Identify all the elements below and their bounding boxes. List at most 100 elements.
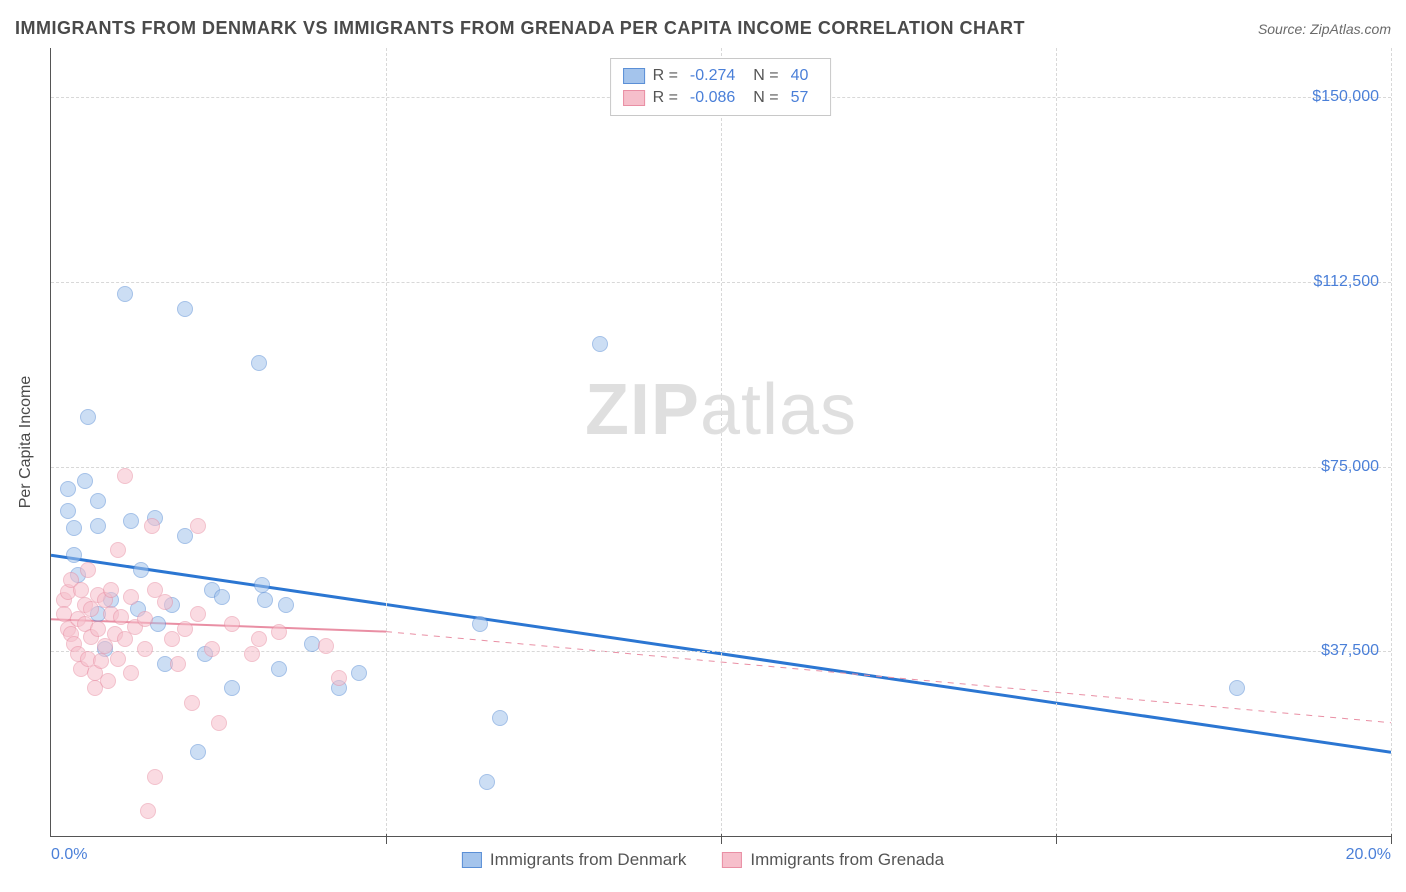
data-point bbox=[351, 665, 367, 681]
legend-swatch bbox=[462, 852, 482, 868]
data-point bbox=[90, 518, 106, 534]
data-point bbox=[177, 301, 193, 317]
data-point bbox=[90, 587, 106, 603]
data-point bbox=[103, 606, 119, 622]
data-point bbox=[100, 673, 116, 689]
data-point bbox=[60, 621, 76, 637]
data-point bbox=[80, 651, 96, 667]
data-point bbox=[56, 592, 72, 608]
legend-n-label: N = bbox=[753, 89, 778, 107]
plot-region: Per Capita Income ZIPatlas 0.0% 20.0% $3… bbox=[50, 48, 1391, 837]
data-point bbox=[73, 582, 89, 598]
data-point bbox=[184, 695, 200, 711]
data-point bbox=[190, 518, 206, 534]
data-point bbox=[592, 336, 608, 352]
data-point bbox=[130, 601, 146, 617]
data-point bbox=[1229, 680, 1245, 696]
correlation-legend: R =-0.274N =40R =-0.086N =57 bbox=[610, 58, 832, 116]
data-point bbox=[127, 619, 143, 635]
data-point bbox=[157, 594, 173, 610]
source-label: Source: ZipAtlas.com bbox=[1258, 21, 1391, 37]
data-point bbox=[66, 520, 82, 536]
data-point bbox=[177, 621, 193, 637]
data-point bbox=[204, 582, 220, 598]
data-point bbox=[331, 680, 347, 696]
data-point bbox=[137, 611, 153, 627]
data-point bbox=[113, 609, 129, 625]
data-point bbox=[271, 661, 287, 677]
data-point bbox=[80, 562, 96, 578]
data-point bbox=[147, 769, 163, 785]
data-point bbox=[97, 641, 113, 657]
x-tick-mark bbox=[1391, 834, 1392, 844]
data-point bbox=[214, 589, 230, 605]
legend-n-value: 57 bbox=[791, 89, 809, 107]
data-point bbox=[204, 641, 220, 657]
data-point bbox=[103, 592, 119, 608]
data-point bbox=[157, 656, 173, 672]
data-point bbox=[251, 631, 267, 647]
legend-r-value: -0.274 bbox=[690, 67, 735, 85]
data-point bbox=[144, 518, 160, 534]
data-point bbox=[278, 597, 294, 613]
grid-line-v bbox=[1056, 48, 1057, 836]
data-point bbox=[117, 468, 133, 484]
data-point bbox=[177, 528, 193, 544]
grid-line-v bbox=[1391, 48, 1392, 836]
data-point bbox=[164, 597, 180, 613]
data-point bbox=[190, 606, 206, 622]
data-point bbox=[150, 616, 166, 632]
y-tick-label: $150,000 bbox=[1312, 88, 1379, 106]
grid-line-v bbox=[386, 48, 387, 836]
legend-label: Immigrants from Denmark bbox=[490, 850, 686, 870]
data-point bbox=[90, 606, 106, 622]
data-point bbox=[271, 624, 287, 640]
data-point bbox=[103, 582, 119, 598]
data-point bbox=[304, 636, 320, 652]
data-point bbox=[83, 601, 99, 617]
legend-label: Immigrants from Grenada bbox=[750, 850, 944, 870]
x-tick-mark bbox=[721, 834, 722, 844]
x-tick-right: 20.0% bbox=[1346, 846, 1391, 864]
data-point bbox=[123, 665, 139, 681]
data-point bbox=[251, 355, 267, 371]
data-point bbox=[60, 503, 76, 519]
data-point bbox=[170, 656, 186, 672]
legend-r-value: -0.086 bbox=[690, 89, 735, 107]
data-point bbox=[164, 631, 180, 647]
data-point bbox=[90, 493, 106, 509]
legend-n-label: N = bbox=[753, 67, 778, 85]
data-point bbox=[110, 651, 126, 667]
data-point bbox=[63, 626, 79, 642]
data-point bbox=[117, 631, 133, 647]
grid-line-v bbox=[721, 48, 722, 836]
data-point bbox=[190, 744, 206, 760]
data-point bbox=[110, 542, 126, 558]
data-point bbox=[97, 592, 113, 608]
series-legend: Immigrants from Denmark Immigrants from G… bbox=[462, 850, 944, 870]
data-point bbox=[73, 661, 89, 677]
legend-swatch bbox=[623, 68, 645, 84]
data-point bbox=[331, 670, 347, 686]
y-tick-label: $37,500 bbox=[1321, 642, 1379, 660]
data-point bbox=[244, 646, 260, 662]
data-point bbox=[66, 636, 82, 652]
x-tick-mark bbox=[386, 834, 387, 844]
data-point bbox=[77, 473, 93, 489]
y-axis-title: Per Capita Income bbox=[17, 376, 35, 509]
data-point bbox=[147, 582, 163, 598]
data-point bbox=[77, 597, 93, 613]
data-point bbox=[70, 646, 86, 662]
data-point bbox=[87, 680, 103, 696]
legend-swatch bbox=[623, 90, 645, 106]
x-tick-mark bbox=[1056, 834, 1057, 844]
y-tick-label: $112,500 bbox=[1313, 273, 1379, 291]
data-point bbox=[133, 562, 149, 578]
data-point bbox=[87, 665, 103, 681]
legend-row: R =-0.086N =57 bbox=[623, 87, 819, 109]
legend-n-value: 40 bbox=[791, 67, 809, 85]
data-point bbox=[90, 621, 106, 637]
x-tick-left: 0.0% bbox=[51, 846, 87, 864]
data-point bbox=[257, 592, 273, 608]
legend-row: R =-0.274N =40 bbox=[623, 65, 819, 87]
